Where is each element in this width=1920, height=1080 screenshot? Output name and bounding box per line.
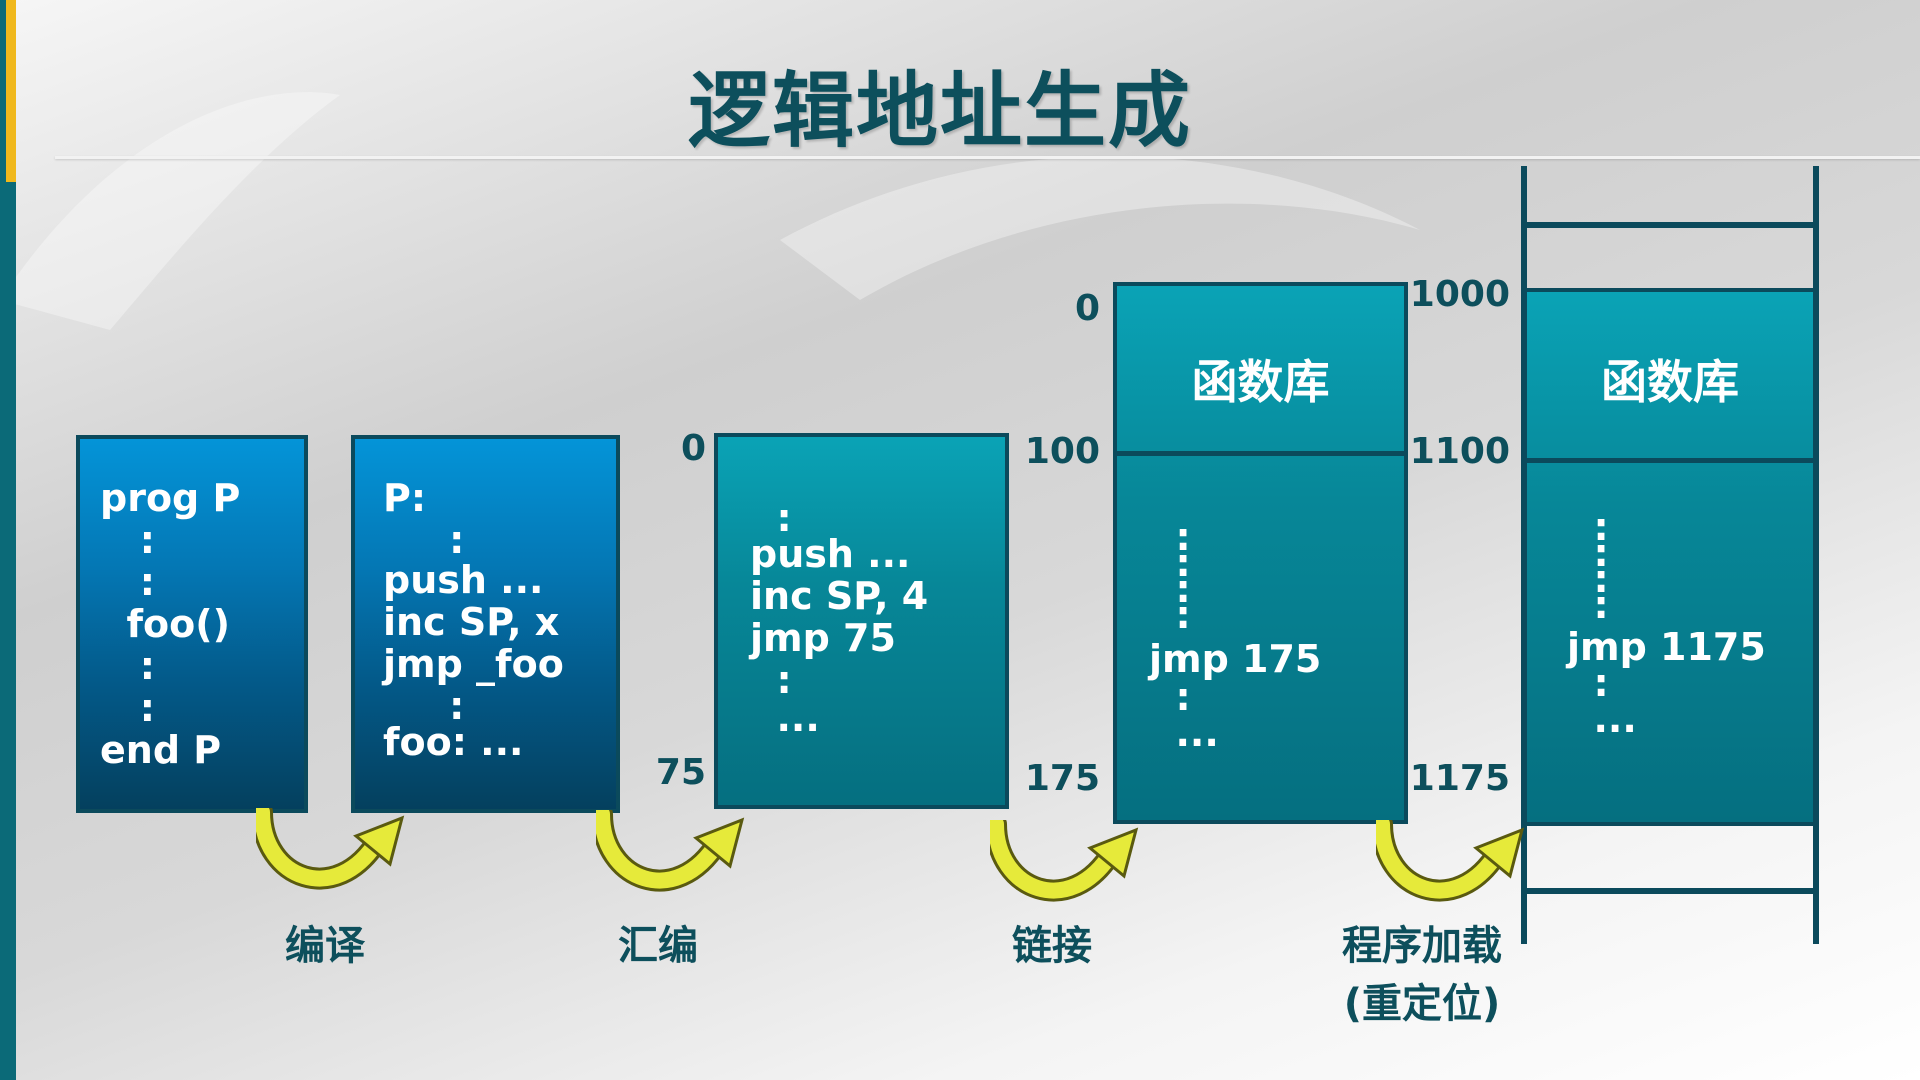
code-line: : [100,518,155,562]
code-line: inc SP, 4 [750,574,929,618]
library-label: 函数库 [1191,355,1330,409]
memory-rail-left [1521,166,1527,944]
title-divider [55,156,1920,159]
code-line: : [1567,661,1609,705]
curved-arrow-icon [1376,820,1525,902]
code-line: ... [750,696,820,740]
compiled-code-box: P: : push ... inc SP, x jmp _foo : foo: … [351,435,620,813]
code-line: : [1567,505,1609,549]
step-label-relocate: (重定位) [1343,981,1501,1027]
curved-arrow-icon [256,808,405,890]
code-line: jmp 1175 [1567,625,1766,669]
address-label: 175 [1024,758,1100,799]
library-divider [1117,451,1404,456]
library-divider [1527,458,1813,463]
step-label-assemble: 汇编 [618,923,698,969]
address-label: 0 [1074,288,1100,329]
curved-arrow-icon [990,820,1139,902]
code-line: jmp 175 [1149,637,1322,681]
code-line: ... [1149,711,1219,755]
code-line: : [1567,531,1609,575]
code-line: : [1149,675,1191,719]
code-line: : [100,560,155,604]
code-line: jmp _foo [383,642,564,686]
code-line: push ... [750,532,911,576]
library-label: 函数库 [1601,355,1739,409]
left-edge-bar [0,0,16,1080]
code-line: : [1567,557,1609,601]
address-label: 1175 [1409,758,1510,799]
step-label-compile: 编译 [285,923,365,969]
memory-rail-right [1813,166,1819,944]
memory-slot-line [1521,222,1819,228]
code-line: inc SP, x [383,600,560,644]
curved-arrow-icon [596,810,745,892]
code-line: end P [100,728,222,772]
code-line: ... [1567,697,1637,741]
memory-slot-line [1521,888,1819,894]
code-line: : [383,518,465,562]
code-line: P: [383,476,427,520]
source-program-box: prog P : : foo() : : end P [76,435,308,813]
code-line: : [750,496,792,540]
code-line: : [383,684,465,728]
address-label: 100 [1024,431,1100,472]
code-line: : [1567,583,1609,627]
code-line: foo() [100,602,230,646]
code-line: foo: ... [383,720,524,764]
address-label: 0 [680,428,706,469]
address-label: 1100 [1409,431,1510,472]
object-code-box: : push ... inc SP, 4 jmp 75 : ... [714,433,1009,809]
code-line: : [100,686,155,730]
loaded-program-box: 函数库 : : : : jmp 1175 : ... [1527,288,1813,826]
address-label: 75 [655,752,706,793]
code-line: jmp 75 [750,616,896,660]
code-line: push ... [383,558,544,602]
page-title: 逻辑地址生成 [687,64,1192,159]
code-line: : [1149,515,1191,559]
address-label: 1000 [1409,274,1510,315]
left-accent-bar [6,0,16,182]
code-line: : [100,644,155,688]
step-label-link: 链接 [1012,923,1092,969]
code-line: : [1149,567,1191,611]
step-label-load: 程序加载 [1342,923,1502,969]
code-line: prog P [100,476,241,520]
code-line: : [1149,593,1191,637]
code-line: : [750,658,792,702]
linked-module-box: 函数库 : : : : jmp 175 : ... [1113,282,1408,824]
code-line: : [1149,541,1191,585]
